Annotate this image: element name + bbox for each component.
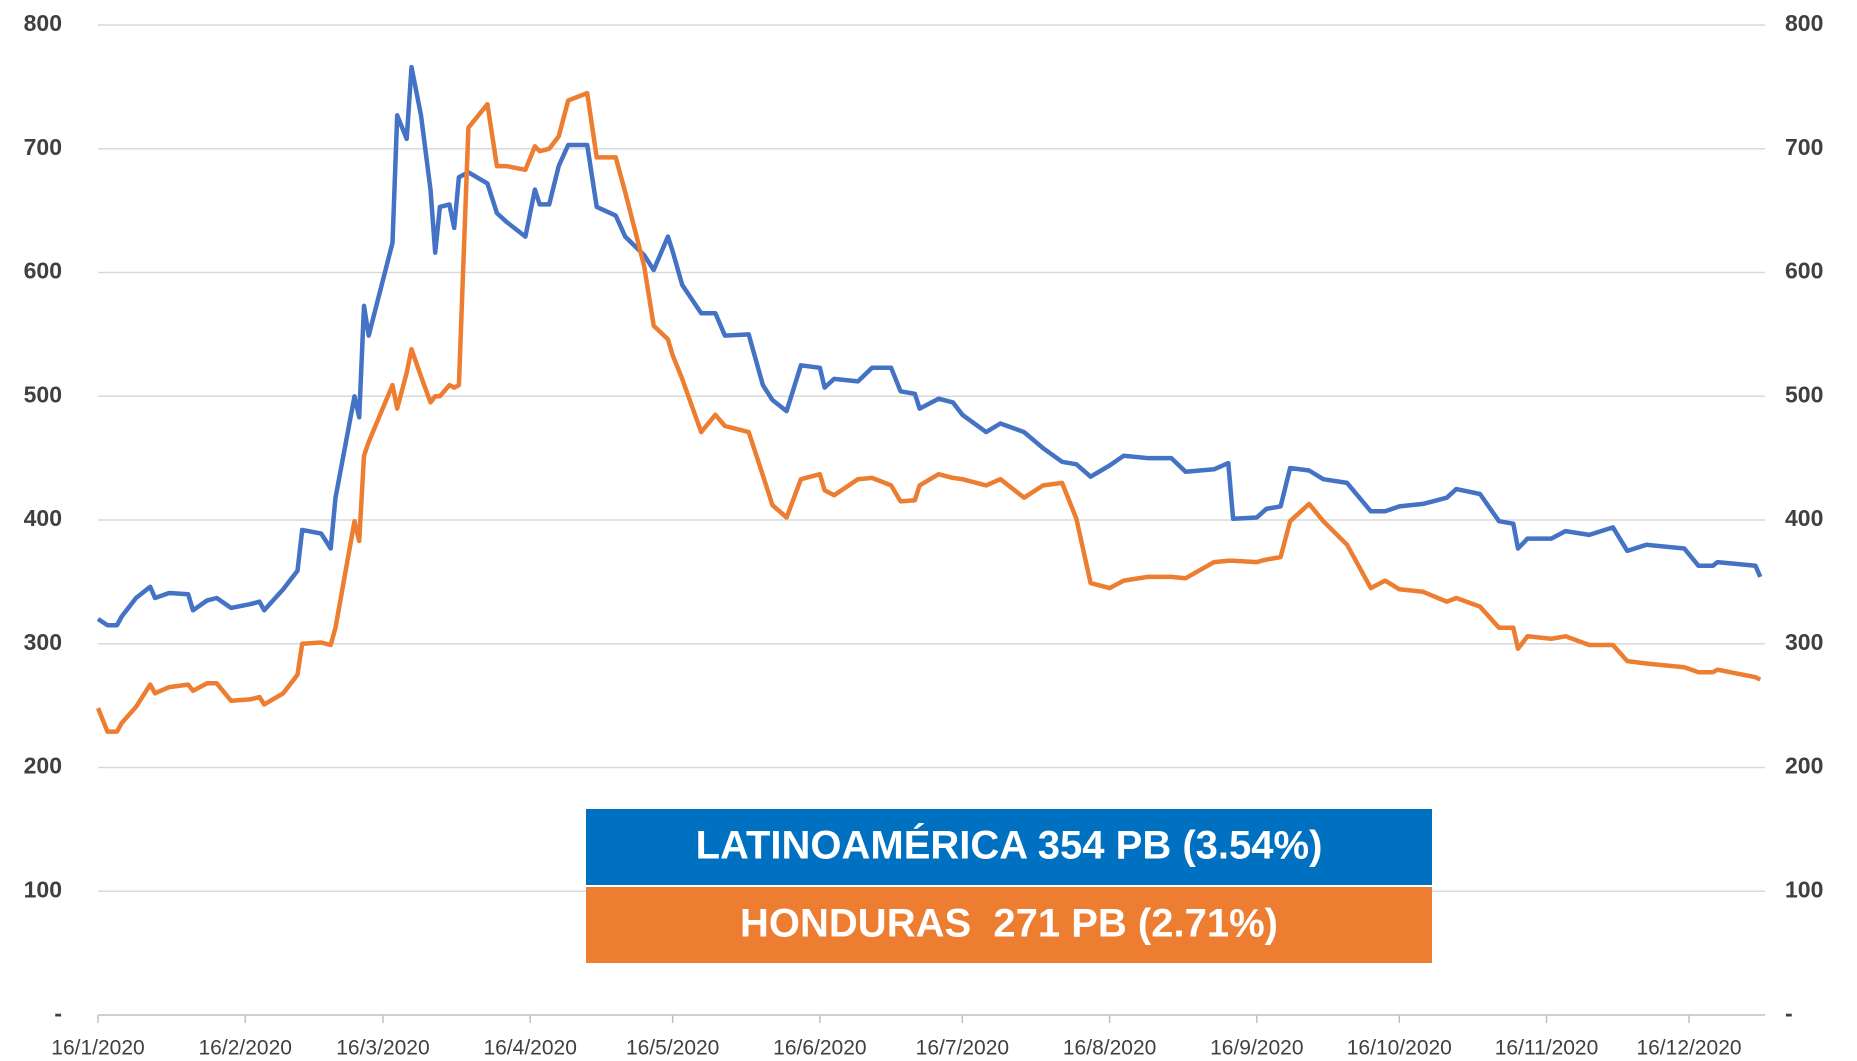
legend-label: LATINOAMÉRICA 354 PB (3.54%) (696, 823, 1323, 868)
legend-box (586, 809, 1432, 885)
x-tick-label: 16/2/2020 (199, 1037, 292, 1060)
y2-tick-label: 300 (1785, 629, 1823, 655)
x-tick-label: 16/9/2020 (1210, 1037, 1303, 1060)
y-tick-label: 600 (24, 258, 62, 284)
y2-tick-label: 600 (1785, 258, 1823, 284)
x-tick-label: 16/10/2020 (1347, 1037, 1452, 1060)
y-tick-label: 500 (24, 381, 62, 407)
x-tick-label: 16/5/2020 (626, 1037, 719, 1060)
x-tick-label: 16/6/2020 (773, 1037, 866, 1060)
y-tick-label: 700 (24, 134, 62, 160)
x-tick-label: 16/12/2020 (1636, 1037, 1741, 1060)
y2-tick-label: 500 (1785, 381, 1823, 407)
y2-tick-label: 200 (1785, 753, 1823, 779)
y-tick-label: 400 (24, 505, 62, 531)
x-tick-label: 16/4/2020 (483, 1037, 576, 1060)
legend-label: HONDURAS 271 PB (2.71%) (740, 902, 1278, 946)
x-tick-label: 16/7/2020 (916, 1037, 1009, 1060)
x-tick-label: 16/1/2020 (51, 1037, 144, 1060)
y-tick-label: 800 (24, 10, 62, 36)
line-series (95, 90, 1762, 734)
x-tick-label: 16/11/2020 (1495, 1037, 1599, 1060)
y-tick-label: 100 (24, 876, 62, 902)
y2-tick-label: 100 (1785, 876, 1823, 902)
x-tick-label: 16/3/2020 (336, 1037, 429, 1060)
line-series (96, 64, 1763, 628)
y2-tick-label: - (1785, 1000, 1793, 1026)
y2-tick-label: 400 (1785, 505, 1823, 531)
y-tick-label: 300 (24, 629, 62, 655)
legend-box (586, 887, 1432, 963)
y-tick-label: 200 (24, 753, 62, 779)
y2-tick-label: 700 (1785, 134, 1823, 160)
y-tick-label: - (54, 1000, 62, 1026)
x-tick-label: 16/8/2020 (1063, 1037, 1156, 1060)
y2-tick-label: 800 (1785, 10, 1823, 36)
